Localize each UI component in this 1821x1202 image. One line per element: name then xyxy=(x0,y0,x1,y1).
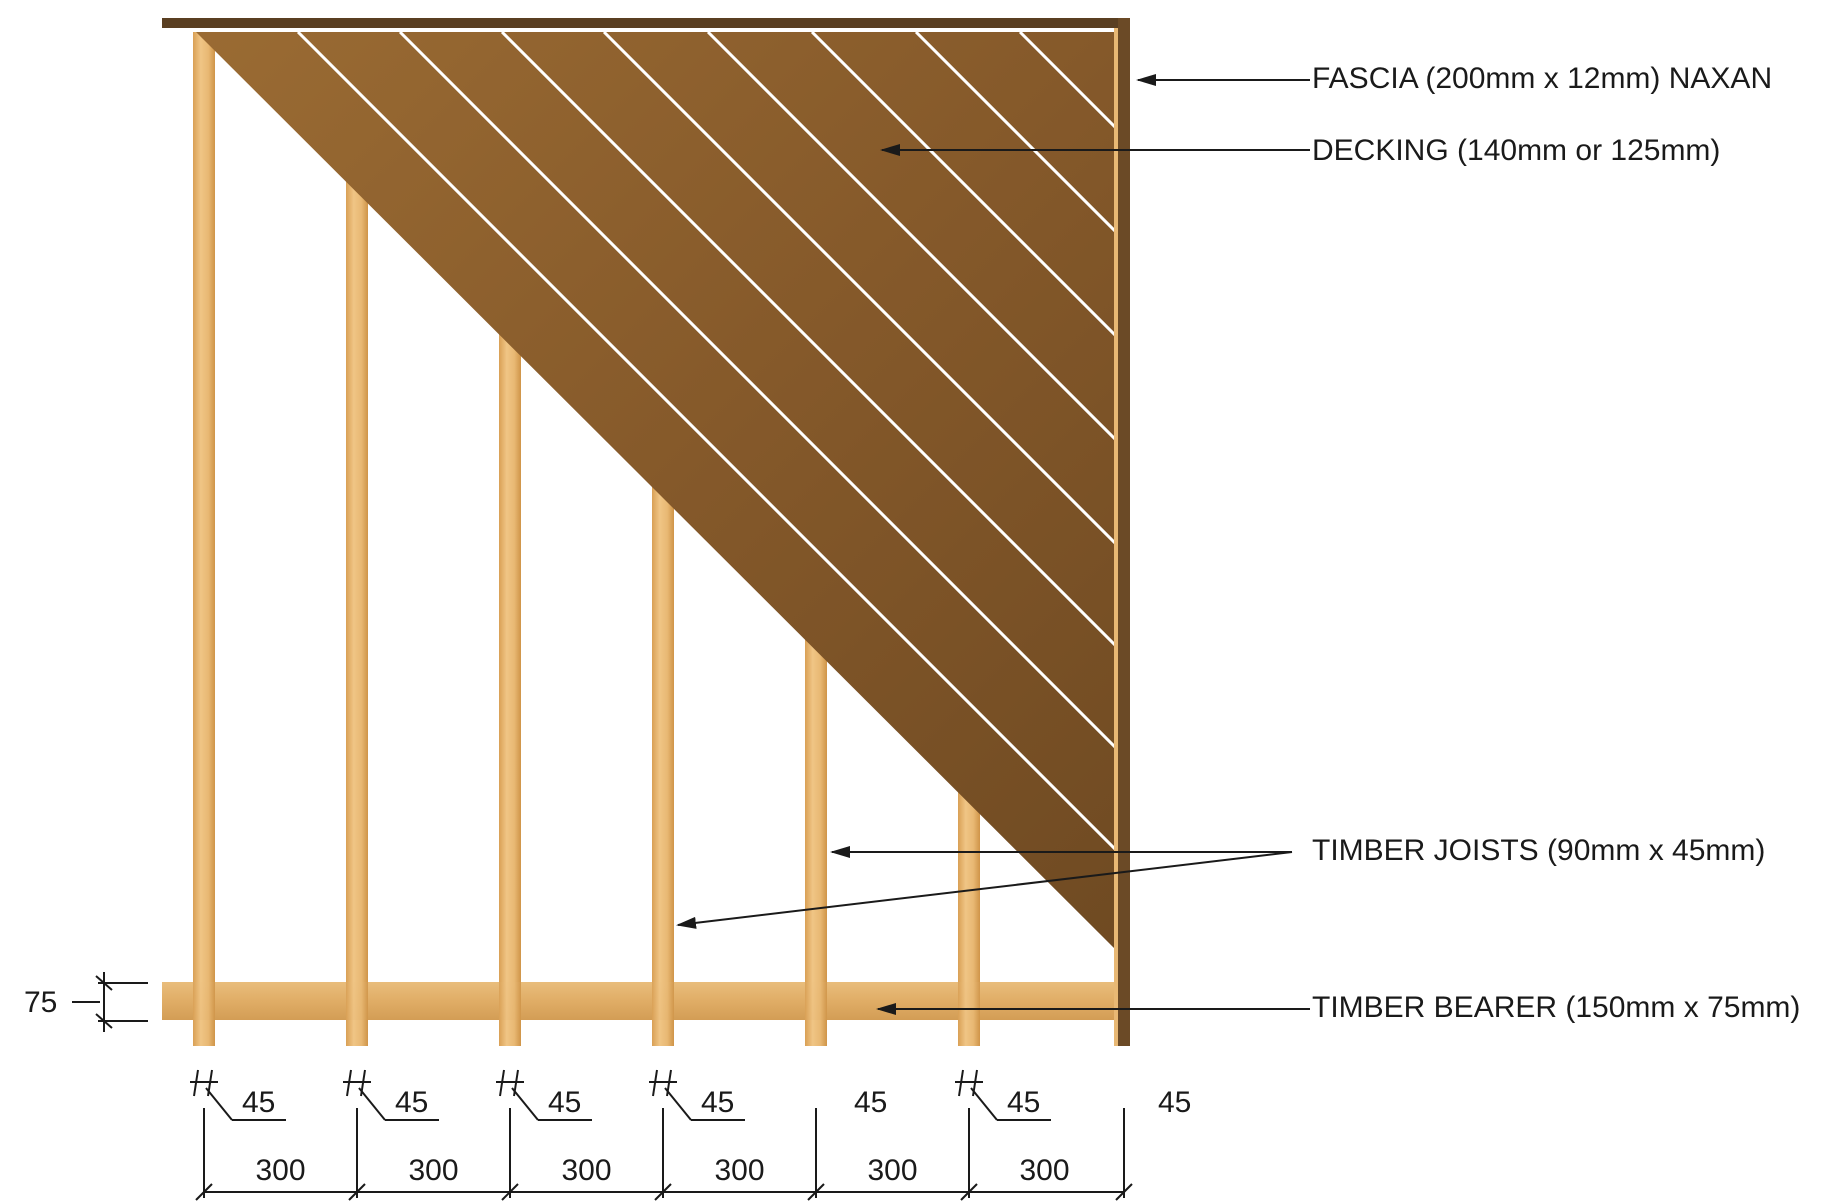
decking-gap-6 xyxy=(810,32,1118,952)
joist-front-3 xyxy=(499,982,521,1020)
fascia-label: FASCIA (200mm x 12mm) NAXAN xyxy=(1312,62,1772,95)
spacing-value-6: 300 xyxy=(1019,1154,1069,1187)
spacing-tick-1 xyxy=(195,1183,213,1201)
joist-width-value-7: 45 xyxy=(1158,1086,1191,1119)
decking-gap-4 xyxy=(602,32,1118,952)
spacing-value-3: 300 xyxy=(561,1154,611,1187)
spacing-value-1: 300 xyxy=(255,1154,305,1187)
joist-2 xyxy=(346,32,368,1046)
joists-label: TIMBER JOISTS (90mm x 45mm) xyxy=(1312,834,1765,867)
spacing-tick-3 xyxy=(501,1183,519,1201)
decking xyxy=(196,32,1118,952)
joist-width-leader-3 xyxy=(511,1087,539,1121)
joist-width-tick-a-3 xyxy=(499,1069,505,1097)
fascia-right xyxy=(1118,18,1130,1046)
timber-joists-front xyxy=(193,982,980,1020)
joist-front-1 xyxy=(193,982,215,1020)
spacing-value-4: 300 xyxy=(714,1154,764,1187)
decking-gap-3 xyxy=(500,32,1118,952)
joist-front-2 xyxy=(346,982,368,1020)
joist-front-4 xyxy=(652,982,674,1020)
joist-width-leader-4 xyxy=(664,1087,692,1121)
joist-1 xyxy=(193,32,215,1046)
decking-gap-7 xyxy=(914,32,1118,952)
spacing-tick-4 xyxy=(654,1183,672,1201)
joist-width-tick-a-2 xyxy=(346,1069,352,1097)
spacing-tick-7 xyxy=(1115,1183,1133,1201)
spacing-tick-6 xyxy=(960,1183,978,1201)
decking-label: DECKING (140mm or 125mm) xyxy=(1312,134,1720,167)
joist-width-value-3: 45 xyxy=(548,1086,581,1119)
joist-dimensions: 45 45 45 45 45 45 45 300 300 300 300 300 300 xyxy=(190,1069,1191,1201)
joist-width-value-4: 45 xyxy=(701,1086,734,1119)
spacing-tick-2 xyxy=(348,1183,366,1201)
fascia-top xyxy=(162,18,1130,28)
joist-width-value-1: 45 xyxy=(242,1086,275,1119)
joist-width-leader-1 xyxy=(205,1087,233,1121)
decking-gap-8 xyxy=(1018,32,1118,952)
joists-leader-2 xyxy=(676,851,1293,929)
joist-width-tick-a-6 xyxy=(958,1069,964,1097)
joist-width-value-6: 45 xyxy=(1007,1086,1040,1119)
bearer-height-value: 75 xyxy=(24,986,57,1019)
decking-board-gaps xyxy=(296,32,1118,952)
joist-width-value-5: 45 xyxy=(854,1086,887,1119)
fascia-right-highlight xyxy=(1114,28,1118,1046)
bearer-height-dimension: 75 xyxy=(24,972,148,1032)
decking-gap-5 xyxy=(706,32,1118,952)
joist-width-leader-2 xyxy=(358,1087,386,1121)
spacing-value-2: 300 xyxy=(408,1154,458,1187)
joist-width-leader-6 xyxy=(970,1087,998,1121)
joist-width-value-2: 45 xyxy=(395,1086,428,1119)
spacing-value-5: 300 xyxy=(867,1154,917,1187)
bearer-label: TIMBER BEARER (150mm x 75mm) xyxy=(1312,991,1800,1024)
decking-gap-1 xyxy=(296,32,1118,952)
joist-front-6 xyxy=(958,982,980,1020)
decking-gap-2 xyxy=(398,32,1118,952)
spacing-tick-5 xyxy=(807,1183,825,1201)
joist-width-tick-a-4 xyxy=(652,1069,658,1097)
decking-boards xyxy=(196,32,1118,952)
joist-front-5 xyxy=(805,982,827,1020)
joist-width-tick-a-1 xyxy=(193,1069,199,1097)
